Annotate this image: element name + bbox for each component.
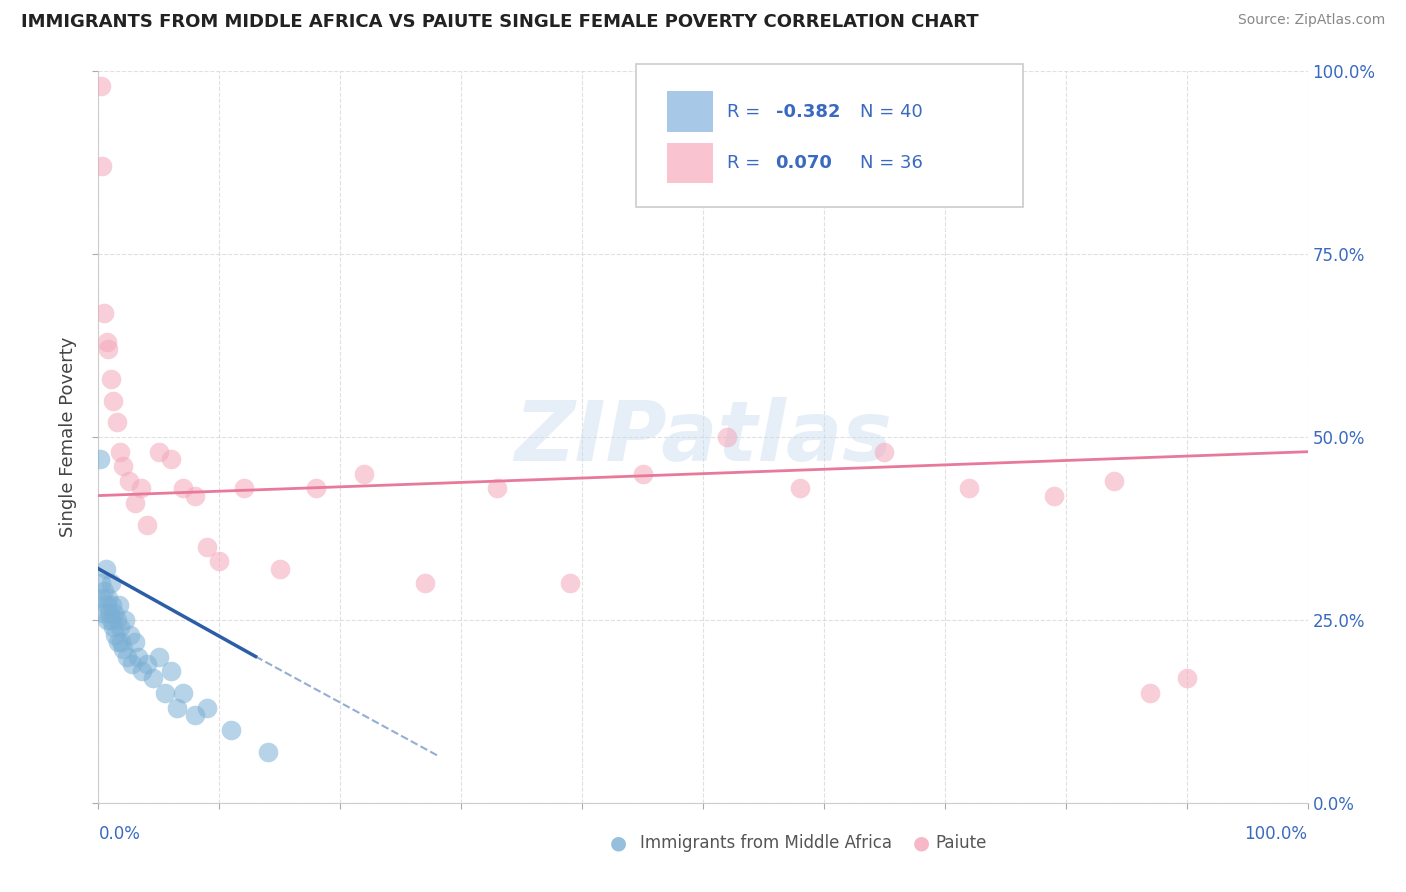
Text: -0.382: -0.382 <box>776 103 839 120</box>
Point <box>110 635 132 649</box>
Text: ●: ● <box>912 833 929 853</box>
Point <box>91 591 114 605</box>
Text: Immigrants from Middle Africa: Immigrants from Middle Africa <box>640 834 891 852</box>
Point <box>413 576 436 591</box>
Point <box>957 481 980 495</box>
Point <box>91 606 114 620</box>
Point <box>269 562 291 576</box>
Point <box>631 467 654 481</box>
Point <box>111 642 134 657</box>
Point <box>232 481 254 495</box>
Point <box>90 576 112 591</box>
Point <box>160 664 183 678</box>
Point <box>96 599 118 613</box>
Text: N = 40: N = 40 <box>860 103 922 120</box>
Point <box>160 452 183 467</box>
Point <box>1175 672 1198 686</box>
Bar <box>666 143 713 183</box>
Text: R =: R = <box>727 153 766 172</box>
Text: R =: R = <box>727 103 766 120</box>
Point <box>108 444 131 458</box>
Point <box>89 452 111 467</box>
Text: ZIPatlas: ZIPatlas <box>515 397 891 477</box>
Point <box>221 723 243 737</box>
Point <box>118 474 141 488</box>
Point <box>558 576 581 591</box>
Point <box>114 613 136 627</box>
Point <box>97 591 120 605</box>
Point <box>118 627 141 641</box>
Point <box>121 657 143 671</box>
Point <box>104 627 127 641</box>
Point <box>135 517 157 532</box>
Point <box>195 700 218 714</box>
Point <box>100 576 122 591</box>
Point <box>100 599 122 613</box>
Point <box>1042 489 1064 503</box>
Point <box>124 635 146 649</box>
Text: N = 36: N = 36 <box>860 153 924 172</box>
Point <box>97 343 120 357</box>
Point <box>91 160 114 174</box>
Point <box>105 613 128 627</box>
Point <box>873 444 896 458</box>
Point <box>208 554 231 568</box>
Point <box>256 745 278 759</box>
Point <box>127 649 149 664</box>
Point <box>93 583 115 598</box>
Text: 0.0%: 0.0% <box>98 825 141 843</box>
Text: 100.0%: 100.0% <box>1244 825 1308 843</box>
Point <box>142 672 165 686</box>
Point <box>716 430 738 444</box>
Bar <box>666 92 713 132</box>
Point <box>90 78 112 93</box>
Point <box>1102 474 1125 488</box>
Point <box>789 481 811 495</box>
Text: 0.070: 0.070 <box>776 153 832 172</box>
Point <box>172 481 194 495</box>
FancyBboxPatch shape <box>637 64 1024 207</box>
Point <box>107 635 129 649</box>
Point <box>148 444 170 458</box>
Point <box>135 657 157 671</box>
Point <box>93 306 115 320</box>
Text: ●: ● <box>610 833 627 853</box>
Point <box>153 686 176 700</box>
Text: IMMIGRANTS FROM MIDDLE AFRICA VS PAIUTE SINGLE FEMALE POVERTY CORRELATION CHART: IMMIGRANTS FROM MIDDLE AFRICA VS PAIUTE … <box>21 13 979 31</box>
Point <box>305 481 328 495</box>
Point <box>353 467 375 481</box>
Text: Paiute: Paiute <box>935 834 987 852</box>
Point <box>131 664 153 678</box>
Point <box>96 613 118 627</box>
Point <box>100 613 122 627</box>
Point <box>101 393 124 408</box>
Point <box>98 606 121 620</box>
Point <box>96 334 118 349</box>
Point <box>172 686 194 700</box>
Point <box>94 562 117 576</box>
Point <box>108 599 131 613</box>
Text: Source: ZipAtlas.com: Source: ZipAtlas.com <box>1237 13 1385 28</box>
Point <box>166 700 188 714</box>
Point <box>124 496 146 510</box>
Point <box>184 708 207 723</box>
Point <box>117 649 139 664</box>
Point <box>111 459 134 474</box>
Point <box>486 481 509 495</box>
Y-axis label: Single Female Poverty: Single Female Poverty <box>59 337 77 537</box>
Point <box>100 371 122 385</box>
Point <box>108 620 131 634</box>
Point <box>105 416 128 430</box>
Point <box>148 649 170 664</box>
Point <box>101 620 124 634</box>
Point <box>1139 686 1161 700</box>
Point <box>129 481 152 495</box>
Point <box>195 540 218 554</box>
Point <box>103 606 125 620</box>
Point <box>184 489 207 503</box>
